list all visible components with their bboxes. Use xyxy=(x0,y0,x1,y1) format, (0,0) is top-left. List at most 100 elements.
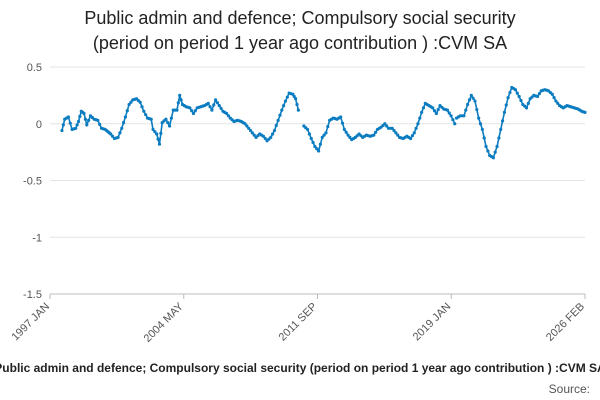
data-point[interactable] xyxy=(155,132,159,136)
data-point[interactable] xyxy=(385,124,389,128)
data-point[interactable] xyxy=(263,136,267,141)
data-point[interactable] xyxy=(431,106,435,110)
data-point[interactable] xyxy=(326,124,330,129)
data-point[interactable] xyxy=(473,99,477,103)
data-point[interactable] xyxy=(110,134,115,138)
data-point[interactable] xyxy=(309,136,313,141)
data-point[interactable] xyxy=(269,135,273,139)
data-point[interactable] xyxy=(313,144,317,149)
data-point[interactable] xyxy=(208,105,212,109)
data-point[interactable] xyxy=(344,130,348,134)
data-point[interactable] xyxy=(396,133,400,137)
data-point[interactable] xyxy=(453,122,457,126)
data-point[interactable] xyxy=(307,132,312,136)
data-point[interactable] xyxy=(383,122,387,126)
data-point[interactable] xyxy=(295,102,299,107)
data-point[interactable] xyxy=(471,96,475,100)
data-point[interactable] xyxy=(462,114,466,118)
data-point[interactable] xyxy=(556,101,560,105)
data-point[interactable] xyxy=(348,135,352,139)
data-point[interactable] xyxy=(552,96,556,100)
data-point[interactable] xyxy=(252,133,256,137)
data-point[interactable] xyxy=(517,94,521,99)
data-point[interactable] xyxy=(320,135,324,139)
data-point[interactable] xyxy=(502,110,507,114)
data-point[interactable] xyxy=(68,121,72,125)
data-point[interactable] xyxy=(250,131,254,135)
data-point[interactable] xyxy=(74,126,78,130)
data-point[interactable] xyxy=(274,123,278,128)
data-point[interactable] xyxy=(138,100,142,104)
data-point[interactable] xyxy=(339,115,343,119)
data-point[interactable] xyxy=(149,117,153,121)
data-point[interactable] xyxy=(392,128,396,133)
data-point[interactable] xyxy=(271,132,275,136)
data-point[interactable] xyxy=(66,115,70,119)
data-point[interactable] xyxy=(96,118,100,122)
data-point[interactable] xyxy=(420,110,424,114)
data-point[interactable] xyxy=(188,106,192,110)
data-point[interactable] xyxy=(466,102,470,107)
data-point[interactable] xyxy=(497,136,501,140)
data-point[interactable] xyxy=(61,123,65,127)
data-point[interactable] xyxy=(206,101,210,105)
data-point[interactable] xyxy=(506,96,510,100)
data-point[interactable] xyxy=(178,93,182,97)
data-point[interactable] xyxy=(412,131,416,135)
data-point[interactable] xyxy=(322,133,326,137)
data-point[interactable] xyxy=(75,123,79,127)
data-point[interactable] xyxy=(524,106,529,110)
data-point[interactable] xyxy=(499,127,503,132)
data-point[interactable] xyxy=(60,128,64,133)
data-point[interactable] xyxy=(495,144,499,149)
data-point[interactable] xyxy=(213,98,218,102)
data-point[interactable] xyxy=(159,131,163,135)
data-point[interactable] xyxy=(278,113,282,117)
data-point[interactable] xyxy=(475,107,479,112)
data-point[interactable] xyxy=(226,114,231,118)
data-point[interactable] xyxy=(153,130,157,134)
data-point[interactable] xyxy=(179,98,183,102)
data-point[interactable] xyxy=(436,107,440,112)
data-point[interactable] xyxy=(324,131,328,135)
data-point[interactable] xyxy=(282,103,286,108)
data-point[interactable] xyxy=(245,124,249,128)
data-point[interactable] xyxy=(248,128,253,133)
data-point[interactable] xyxy=(583,110,587,114)
data-point[interactable] xyxy=(167,124,172,128)
data-point[interactable] xyxy=(513,88,518,92)
data-point[interactable] xyxy=(504,103,508,107)
data-point[interactable] xyxy=(76,119,81,124)
data-point[interactable] xyxy=(315,147,319,151)
data-point[interactable] xyxy=(526,101,530,105)
data-point[interactable] xyxy=(83,117,88,121)
data-point[interactable] xyxy=(447,111,451,115)
data-point[interactable] xyxy=(491,156,495,160)
data-point[interactable] xyxy=(140,105,144,109)
data-point[interactable] xyxy=(515,91,519,95)
data-point[interactable] xyxy=(508,90,512,95)
data-point[interactable] xyxy=(318,142,323,146)
data-point[interactable] xyxy=(261,134,266,138)
data-point[interactable] xyxy=(394,131,398,135)
data-point[interactable] xyxy=(78,114,82,118)
data-point[interactable] xyxy=(190,109,194,113)
data-point[interactable] xyxy=(125,109,129,113)
data-point[interactable] xyxy=(418,116,422,120)
data-point[interactable] xyxy=(164,117,168,121)
data-point[interactable] xyxy=(82,111,86,116)
data-point[interactable] xyxy=(144,113,148,117)
data-point[interactable] xyxy=(120,126,124,130)
data-point[interactable] xyxy=(554,99,558,103)
data-point[interactable] xyxy=(434,111,438,116)
data-point[interactable] xyxy=(416,122,420,126)
data-point[interactable] xyxy=(85,123,89,127)
data-point[interactable] xyxy=(432,109,437,113)
data-point[interactable] xyxy=(212,103,216,107)
data-point[interactable] xyxy=(247,126,251,130)
data-point[interactable] xyxy=(272,128,277,133)
data-point[interactable] xyxy=(243,122,247,126)
data-point[interactable] xyxy=(305,127,310,132)
data-point[interactable] xyxy=(109,132,113,136)
data-point[interactable] xyxy=(467,98,472,102)
